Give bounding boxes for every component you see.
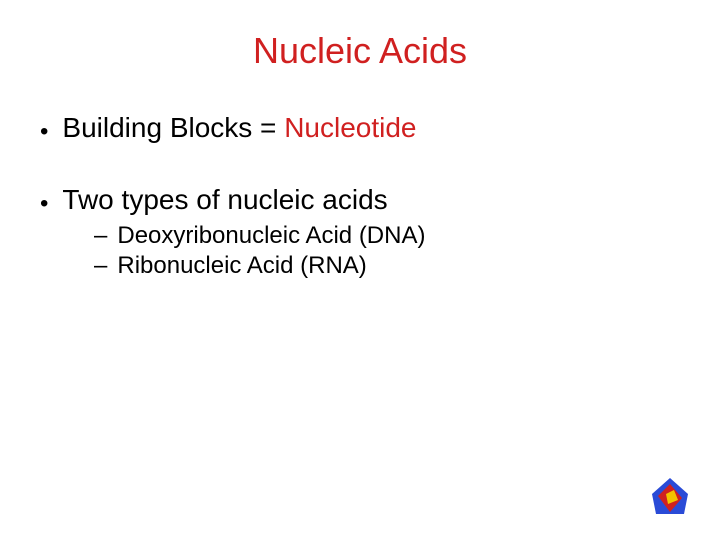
bullet-text: Ribonucleic Acid (RNA) (117, 252, 366, 280)
bullet-subitem-1: – Deoxyribonucleic Acid (DNA) (94, 222, 680, 250)
bullet-text: Two types of nucleic acids (62, 184, 387, 216)
bullet-subitem-2: – Ribonucleic Acid (RNA) (94, 252, 680, 280)
slide-title: Nucleic Acids (40, 30, 680, 72)
bullet-text: Building Blocks = Nucleotide (62, 112, 416, 144)
bullet-item-1: • Building Blocks = Nucleotide (40, 112, 680, 144)
bullet-dot-icon: • (40, 120, 48, 144)
slide: Nucleic Acids • Building Blocks = Nucleo… (0, 0, 720, 540)
bullet-text-part: Building Blocks = (62, 112, 284, 143)
bullet-text: Deoxyribonucleic Acid (DNA) (117, 222, 425, 250)
bullet-dot-icon: • (40, 192, 48, 216)
dash-icon: – (94, 252, 107, 280)
corner-logo-icon (648, 474, 692, 518)
bullet-item-2: • Two types of nucleic acids (40, 184, 680, 216)
dash-icon: – (94, 222, 107, 250)
bullet-text-part-highlight: Nucleotide (284, 112, 416, 143)
